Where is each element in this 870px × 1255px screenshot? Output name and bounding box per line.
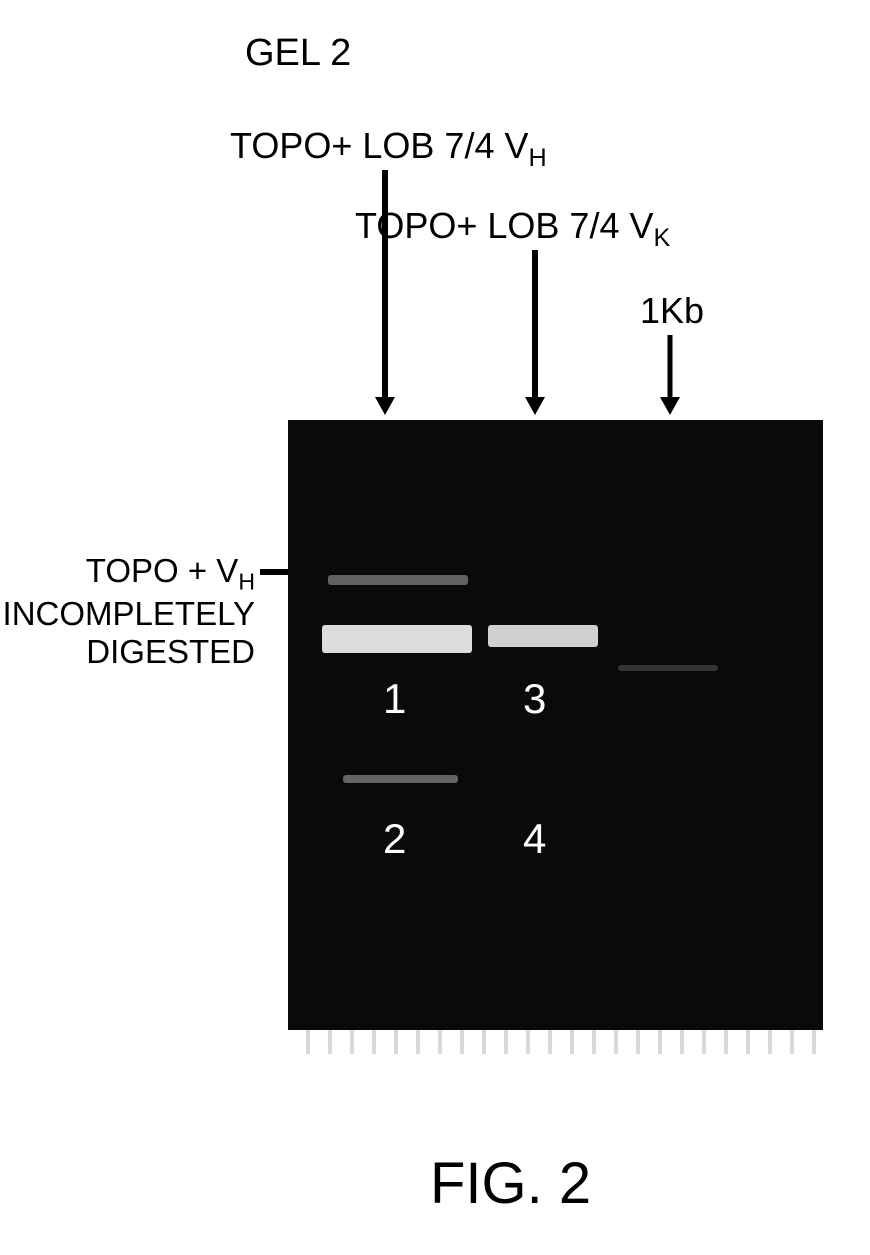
lane-label-1: TOPO+ LOB 7/4 VH bbox=[230, 125, 547, 173]
lane-label-2: TOPO+ LOB 7/4 VK bbox=[355, 205, 670, 253]
lane-arrow-2 bbox=[521, 250, 549, 419]
gel-band bbox=[343, 775, 458, 783]
gel-band bbox=[322, 625, 472, 653]
side-label-line1: TOPO + VH bbox=[0, 552, 255, 595]
band-number: 1 bbox=[383, 675, 406, 723]
side-label-line2: INCOMPLETELY bbox=[0, 595, 255, 633]
lane-label-1-text: TOPO+ LOB 7/4 V bbox=[230, 125, 528, 166]
side-label-line3: DIGESTED bbox=[0, 633, 255, 671]
lane-label-3-text: 1Kb bbox=[640, 290, 704, 331]
lane-arrow-3 bbox=[656, 335, 684, 419]
side-label-line1-text: TOPO + V bbox=[86, 552, 239, 589]
band-number: 4 bbox=[523, 815, 546, 863]
side-label-line1-sub: H bbox=[238, 569, 255, 595]
gel-band bbox=[328, 575, 468, 585]
figure-caption: FIG. 2 bbox=[430, 1150, 591, 1217]
gel-title: GEL 2 bbox=[245, 32, 351, 75]
lane-label-2-sub: K bbox=[653, 224, 670, 252]
band-number: 2 bbox=[383, 815, 406, 863]
gel-image: 1 3 2 4 bbox=[288, 420, 823, 1030]
lane-label-1-sub: H bbox=[528, 144, 546, 172]
side-label: TOPO + VH INCOMPLETELY DIGESTED bbox=[0, 552, 255, 671]
band-number: 3 bbox=[523, 675, 546, 723]
lane-label-3: 1Kb bbox=[640, 290, 704, 332]
gel-band bbox=[618, 665, 718, 671]
scan-artifact bbox=[288, 1030, 823, 1054]
gel-band bbox=[488, 625, 598, 647]
lane-label-2-text: TOPO+ LOB 7/4 V bbox=[355, 205, 653, 246]
